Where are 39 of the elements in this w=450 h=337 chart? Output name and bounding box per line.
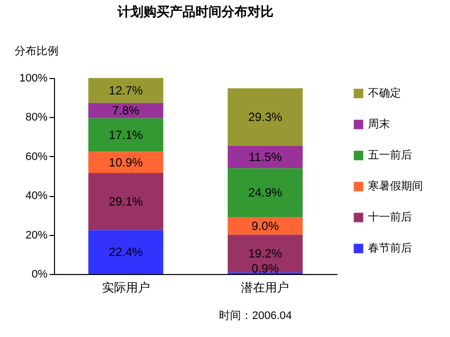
data-label: 24.9%	[248, 186, 283, 200]
legend-label: 春节前后	[368, 242, 412, 254]
legend-label: 十一前后	[368, 210, 412, 224]
y-tick-label: 40%	[25, 190, 48, 202]
data-label: 17.1%	[108, 128, 144, 142]
y-tick-label: 60%	[25, 150, 48, 163]
data-label: 29.1%	[108, 194, 144, 209]
bar	[228, 216, 303, 235]
y-axis-title: 分布比例	[14, 44, 58, 58]
legend-label: 寒暑假期间	[368, 180, 423, 192]
bar	[228, 168, 303, 217]
legend-label: 周末	[368, 118, 390, 130]
bar	[228, 88, 303, 146]
data-label: 29.3%	[248, 110, 283, 124]
x-tick-label: 潜在用户	[241, 280, 290, 294]
data-label: 22.4%	[108, 245, 144, 260]
legend-label: 五一前后	[368, 148, 412, 162]
text: 时间：2006.04	[219, 309, 292, 322]
data-label: 11.5%	[248, 150, 282, 164]
bar	[88, 118, 164, 152]
bar	[228, 234, 303, 272]
bar	[88, 173, 164, 230]
bar	[88, 230, 164, 274]
y-tick-label: 100%	[19, 72, 48, 84]
y-tick-label: 0%	[32, 268, 48, 280]
data-label: 7.8%	[112, 104, 140, 118]
x-tick-label: 实际用户	[102, 280, 150, 294]
data-label: 19.2%	[248, 246, 283, 260]
data-label: 0.9%	[252, 262, 280, 276]
legend-label: 不确定	[368, 86, 401, 100]
bar	[88, 152, 164, 174]
y-tick-label: 20%	[25, 229, 48, 242]
data-label: 12.7%	[108, 83, 144, 98]
data-label: 10.9%	[108, 155, 144, 170]
chart-title: 计划购买产品时间分布对比	[116, 4, 274, 19]
bar	[88, 78, 164, 103]
bar	[228, 146, 303, 168]
data-label: 9.0%	[252, 218, 280, 233]
y-tick-label: 80%	[25, 112, 48, 124]
